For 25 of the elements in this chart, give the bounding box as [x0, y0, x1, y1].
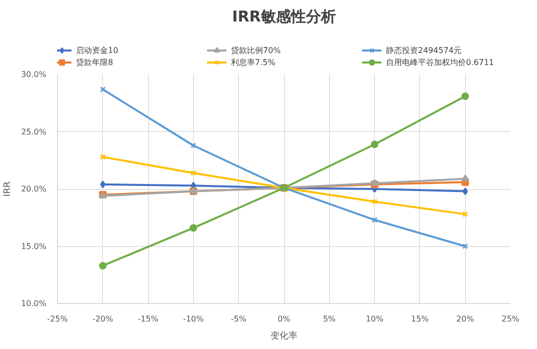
x-tick-label: 5%: [322, 314, 336, 324]
x-tick-label: -10%: [183, 314, 204, 324]
x-tick-label: 20%: [456, 314, 474, 324]
y-tick-label: 10.0%: [21, 299, 47, 308]
legend-label: 自用电峰平谷加权均价0.6711: [386, 56, 495, 68]
x-tick-label: 10%: [366, 314, 384, 324]
y-tick-label: 15.0%: [21, 242, 47, 251]
y-tick-label: 25.0%: [21, 127, 47, 136]
x-tick-label: -15%: [138, 314, 159, 324]
y-tick-label: 30.0%: [21, 70, 47, 79]
legend-label: 启动资金10: [76, 44, 120, 56]
legend-label: 贷款年限8: [76, 56, 114, 68]
y-axis-title: IRR: [3, 181, 14, 197]
x-tick-label: -5%: [230, 314, 247, 324]
y-tick-label: 20.0%: [21, 184, 47, 194]
x-tick-label: 0%: [278, 314, 291, 324]
legend-label: 贷款比例70%: [231, 44, 282, 56]
legend-label: 利息率7.5%: [231, 56, 276, 68]
x-tick-label: -25%: [47, 314, 68, 324]
x-tick-label: 15%: [411, 314, 430, 324]
legend-label: 静态投资2494574元: [386, 44, 463, 56]
x-tick-label: -20%: [92, 314, 114, 324]
x-tick-label: 25%: [502, 314, 520, 324]
x-axis-title: 变化率: [270, 330, 298, 342]
chart-title: IRR敏感性分析: [232, 8, 336, 26]
